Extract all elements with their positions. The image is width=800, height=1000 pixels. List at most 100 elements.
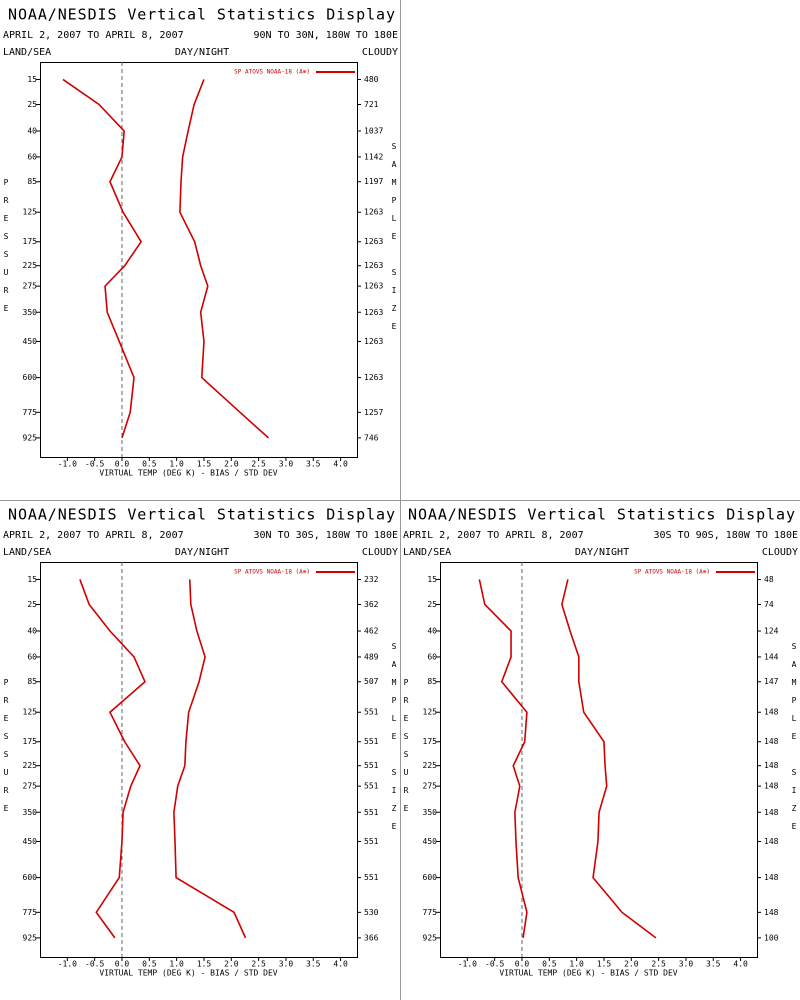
plot-frame: [40, 562, 358, 958]
day-night-label: DAY/NIGHT: [175, 547, 229, 558]
cloudy-label: CLOUDY: [762, 547, 798, 558]
sample-size-label: 1263: [364, 373, 383, 382]
y-tick-label: 175: [23, 737, 38, 746]
x-tick-label: 2.5: [251, 460, 266, 469]
sample-size-label: 551: [364, 761, 379, 770]
y-tick-label: 60: [427, 652, 437, 661]
x-tick-label: 3.0: [279, 960, 294, 969]
sample-size-label: 148: [764, 808, 779, 817]
bias-line: [62, 78, 143, 439]
y-tick-label: 25: [427, 600, 437, 609]
sample-size-label: 746: [364, 433, 379, 442]
x-tick-label: 0.5: [542, 960, 557, 969]
x-tick-label: 1.0: [169, 960, 184, 969]
region: 30N TO 30S, 180W TO 180E: [254, 530, 399, 541]
std-dev-line: [561, 579, 657, 939]
x-tick-label: 4.0: [333, 960, 348, 969]
legend-label: SP ATOVS NOAA-18 (A⊕): [234, 569, 310, 576]
sample-size-label: 148: [764, 873, 779, 882]
y-tick-label: 925: [23, 433, 38, 442]
y-tick-label: 350: [23, 808, 38, 817]
y-tick-label: 925: [423, 933, 438, 942]
region: 30S TO 90S, 180W TO 180E: [654, 530, 799, 541]
x-tick-label: 4.0: [333, 460, 348, 469]
sample-size-label: 721: [364, 100, 379, 109]
chart-panel: NOAA/NESDIS Vertical Statistics Display A…: [403, 506, 798, 978]
x-tick-label: 0.0: [515, 960, 530, 969]
y-tick-label: 175: [23, 237, 38, 246]
y-tick-label: 85: [427, 677, 437, 686]
x-tick-label: -1.0: [58, 460, 77, 469]
y-tick-label: 275: [423, 782, 438, 791]
panel-title: NOAA/NESDIS Vertical Statistics Display: [8, 6, 395, 24]
y-tick-label: 350: [423, 808, 438, 817]
sample-size-label: 74: [764, 600, 774, 609]
sample-size-label: 480: [364, 75, 379, 84]
sample-size-label: 362: [364, 600, 379, 609]
land-sea-label: LAND/SEA: [3, 547, 51, 558]
y-tick-label: 25: [27, 600, 37, 609]
y-tick-label: 15: [427, 575, 437, 584]
x-tick-label: 0.5: [142, 460, 157, 469]
y-tick-label: 125: [23, 708, 38, 717]
y-tick-label: 125: [23, 208, 38, 217]
sample-size-label: 48: [764, 575, 774, 584]
y-tick-label: 225: [23, 261, 38, 270]
legend-label: SP ATOVS NOAA-18 (A⊕): [234, 69, 310, 76]
sample-size-label: 551: [364, 808, 379, 817]
y-tick-label: 275: [23, 282, 38, 291]
sample-size-label: 148: [764, 708, 779, 717]
chart-panel: NOAA/NESDIS Vertical Statistics Display A…: [3, 6, 398, 478]
sample-size-label: 1263: [364, 237, 383, 246]
day-night-label: DAY/NIGHT: [175, 47, 229, 58]
sample-size-label: 147: [764, 677, 779, 686]
panel-title: NOAA/NESDIS Vertical Statistics Display: [8, 506, 395, 524]
sample-size-label: 1263: [364, 308, 383, 317]
sample-size-label: 530: [364, 908, 379, 917]
sample-size-label: 148: [764, 908, 779, 917]
y-tick-label: 600: [23, 873, 38, 882]
y-tick-label: 15: [27, 575, 37, 584]
x-tick-label: 4.0: [733, 960, 748, 969]
cloudy-label: CLOUDY: [362, 47, 398, 58]
y-tick-label: 775: [23, 408, 38, 417]
x-axis-label: VIRTUAL TEMP (DEG K) - BIAS / STD DEV: [99, 969, 277, 978]
y-tick-label: 85: [27, 677, 37, 686]
y-tick-label: 40: [27, 127, 37, 136]
date-range: APRIL 2, 2007 TO APRIL 8, 2007: [403, 530, 584, 541]
y-tick-label: 25: [27, 100, 37, 109]
bias-line: [79, 579, 146, 939]
bias-line: [478, 579, 528, 939]
y-tick-label: 85: [27, 177, 37, 186]
x-axis-label: VIRTUAL TEMP (DEG K) - BIAS / STD DEV: [499, 969, 677, 978]
x-tick-label: -1.0: [458, 960, 477, 969]
sample-size-label: 551: [364, 782, 379, 791]
sample-size-label: 1142: [364, 152, 383, 161]
x-tick-label: 3.0: [279, 460, 294, 469]
panel-title: NOAA/NESDIS Vertical Statistics Display: [408, 506, 795, 524]
y-tick-label: 775: [23, 908, 38, 917]
y-tick-label: 450: [423, 837, 438, 846]
region: 90N TO 30N, 180W TO 180E: [254, 30, 399, 41]
x-tick-label: 3.5: [306, 960, 321, 969]
sample-size-label: 489: [364, 652, 379, 661]
x-tick-label: 0.0: [115, 460, 130, 469]
x-tick-label: 1.0: [569, 960, 584, 969]
sample-size-label: 1263: [364, 337, 383, 346]
y-tick-label: 175: [423, 737, 438, 746]
x-tick-label: 3.5: [706, 960, 721, 969]
x-tick-label: 0.0: [115, 960, 130, 969]
chart-panel: NOAA/NESDIS Vertical Statistics Display A…: [3, 506, 398, 978]
y-tick-label: 60: [27, 652, 37, 661]
sample-size-label: 1197: [364, 177, 383, 186]
sample-size-label: 100: [764, 933, 779, 942]
land-sea-label: LAND/SEA: [3, 47, 51, 58]
sample-size-label: 148: [764, 761, 779, 770]
x-tick-label: 1.5: [597, 960, 612, 969]
